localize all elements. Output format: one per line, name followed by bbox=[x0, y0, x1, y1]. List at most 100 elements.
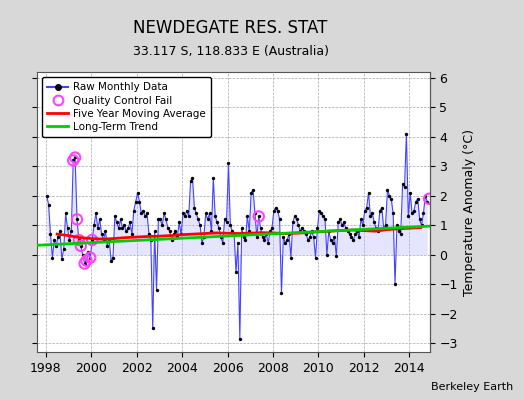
Point bbox=[326, 237, 335, 243]
Point bbox=[122, 228, 130, 234]
Point bbox=[79, 252, 87, 258]
Point bbox=[179, 210, 187, 217]
Point bbox=[80, 260, 89, 267]
Point bbox=[171, 228, 180, 234]
Point bbox=[264, 240, 272, 246]
Point bbox=[366, 213, 375, 220]
Point bbox=[258, 234, 267, 240]
Point bbox=[222, 219, 231, 226]
Point bbox=[202, 210, 210, 217]
Point bbox=[63, 225, 72, 232]
Point bbox=[163, 225, 172, 232]
Point bbox=[75, 237, 83, 243]
Point bbox=[298, 225, 307, 232]
Point bbox=[302, 231, 310, 237]
Point bbox=[383, 187, 391, 193]
Point bbox=[237, 225, 246, 232]
Point bbox=[300, 228, 308, 234]
Point bbox=[224, 160, 233, 166]
Point bbox=[255, 213, 263, 220]
Point bbox=[340, 219, 348, 226]
Point bbox=[370, 219, 378, 226]
Point bbox=[317, 210, 325, 217]
Point bbox=[56, 228, 64, 234]
Point bbox=[69, 157, 78, 164]
Point bbox=[345, 231, 354, 237]
Point bbox=[92, 210, 100, 217]
Point bbox=[239, 234, 248, 240]
Point bbox=[148, 325, 157, 332]
Point bbox=[406, 190, 414, 196]
Point bbox=[168, 237, 176, 243]
Point bbox=[334, 219, 343, 226]
Point bbox=[285, 231, 293, 237]
Point bbox=[226, 222, 235, 228]
Point bbox=[182, 207, 191, 214]
Point bbox=[236, 336, 244, 342]
Point bbox=[372, 225, 380, 232]
Point bbox=[88, 237, 96, 243]
Point bbox=[381, 222, 390, 228]
Point bbox=[137, 210, 146, 217]
Point bbox=[363, 204, 371, 211]
Point bbox=[402, 131, 411, 137]
Point bbox=[228, 228, 236, 234]
Point bbox=[173, 234, 181, 240]
Point bbox=[109, 254, 117, 261]
Point bbox=[392, 222, 401, 228]
Point bbox=[90, 222, 98, 228]
Point bbox=[413, 196, 422, 202]
Point bbox=[75, 237, 83, 243]
Point bbox=[311, 254, 320, 261]
Point bbox=[194, 216, 202, 222]
Point bbox=[385, 192, 394, 199]
Point bbox=[276, 216, 284, 222]
Point bbox=[88, 237, 96, 243]
Point bbox=[166, 228, 174, 234]
Point bbox=[321, 216, 329, 222]
Point bbox=[245, 228, 254, 234]
Point bbox=[188, 175, 196, 181]
Point bbox=[294, 222, 303, 228]
Point bbox=[287, 254, 295, 261]
Point bbox=[45, 202, 53, 208]
Point bbox=[400, 184, 409, 190]
Point bbox=[52, 243, 60, 249]
Point bbox=[243, 213, 252, 220]
Point bbox=[374, 228, 382, 234]
Point bbox=[158, 222, 167, 228]
Point bbox=[211, 213, 220, 220]
Point bbox=[270, 207, 278, 214]
Y-axis label: Temperature Anomaly (°C): Temperature Anomaly (°C) bbox=[463, 128, 476, 296]
Point bbox=[77, 243, 85, 249]
Point bbox=[271, 204, 280, 211]
Point bbox=[304, 237, 312, 243]
Point bbox=[361, 207, 369, 214]
Point bbox=[139, 207, 147, 214]
Point bbox=[358, 222, 367, 228]
Point bbox=[417, 222, 425, 228]
Point bbox=[187, 178, 195, 184]
Point bbox=[221, 216, 229, 222]
Point bbox=[67, 228, 75, 234]
Point bbox=[255, 213, 263, 220]
Point bbox=[351, 231, 359, 237]
Point bbox=[42, 192, 51, 199]
Point bbox=[143, 210, 151, 217]
Point bbox=[46, 231, 54, 237]
Point bbox=[217, 234, 225, 240]
Point bbox=[349, 237, 357, 243]
Point bbox=[313, 225, 322, 232]
Point bbox=[60, 246, 68, 252]
Point bbox=[425, 196, 433, 202]
Point bbox=[203, 216, 212, 222]
Point bbox=[342, 225, 350, 232]
Point bbox=[177, 231, 185, 237]
Point bbox=[103, 243, 112, 249]
Point bbox=[73, 216, 81, 222]
Point bbox=[260, 237, 269, 243]
Point bbox=[397, 231, 405, 237]
Point bbox=[249, 187, 257, 193]
Point bbox=[66, 237, 74, 243]
Point bbox=[423, 198, 431, 205]
